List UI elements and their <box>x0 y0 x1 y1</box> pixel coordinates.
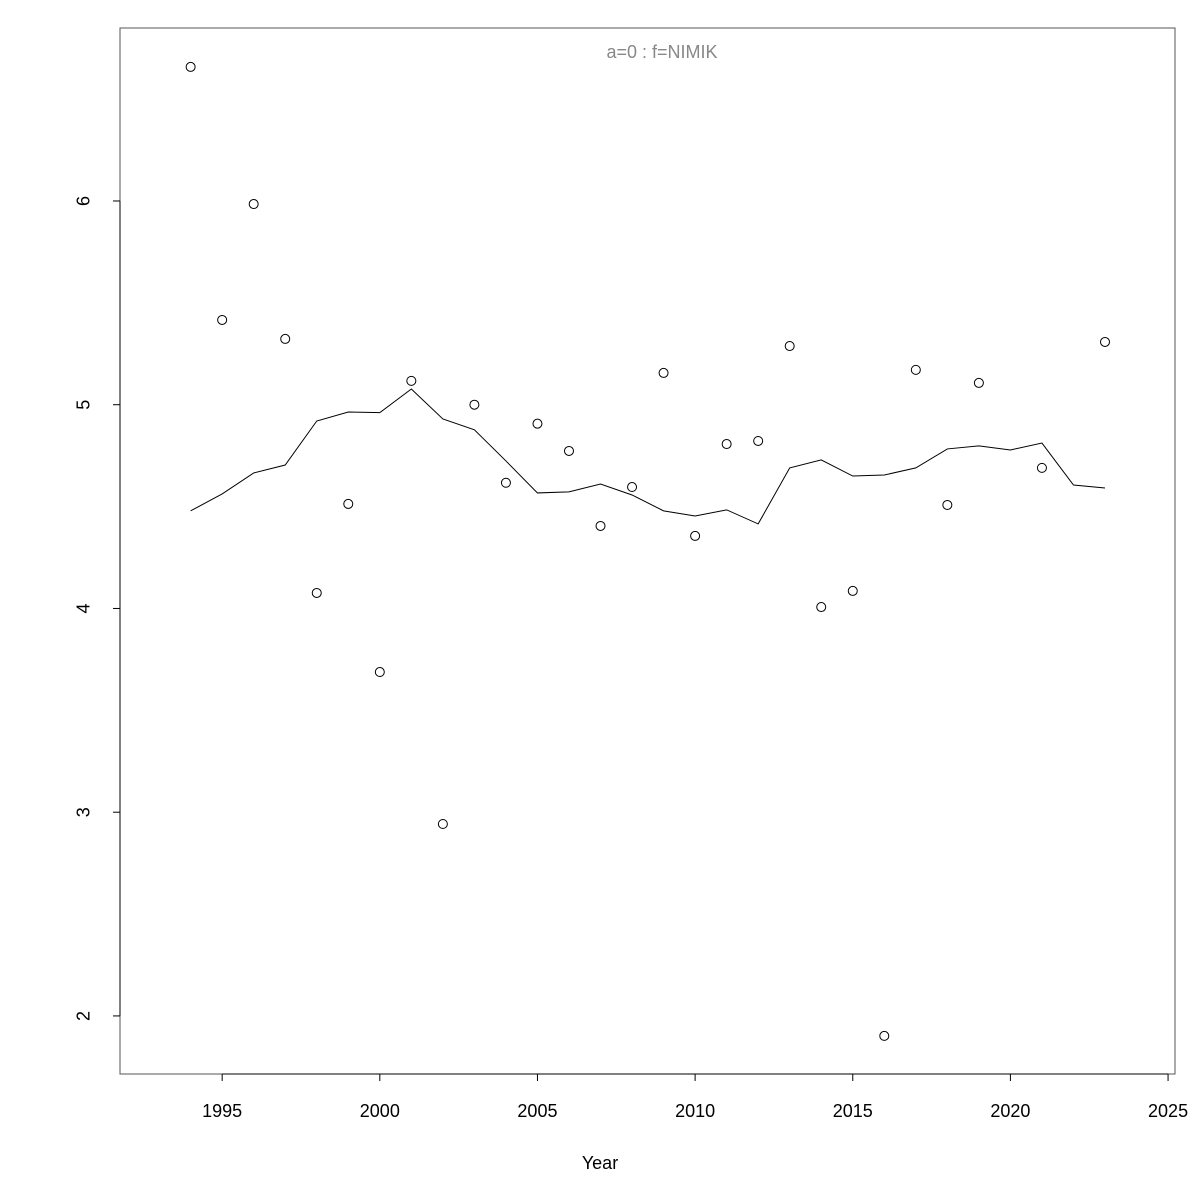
data-point <box>469 399 480 410</box>
data-line <box>190 388 1106 525</box>
data-point <box>1036 462 1047 473</box>
x-tick-label: 2020 <box>990 1101 1030 1121</box>
data-point <box>311 587 322 598</box>
x-tick-label: 2025 <box>1148 1101 1188 1121</box>
x-tick-label: 1995 <box>202 1101 242 1121</box>
y-tick-label: 4 <box>74 603 94 613</box>
data-point <box>406 375 417 386</box>
data-point <box>753 435 764 446</box>
y-tick-label: 6 <box>74 196 94 206</box>
data-point <box>690 530 701 541</box>
x-axis-label: Year <box>582 1153 618 1173</box>
data-point <box>563 445 574 456</box>
plot-box <box>119 27 1176 1075</box>
data-point <box>280 333 291 344</box>
data-point <box>847 585 858 596</box>
data-point <box>374 667 385 678</box>
data-point <box>532 418 543 429</box>
data-point <box>437 819 448 830</box>
x-tick-label: 2005 <box>517 1101 557 1121</box>
data-point <box>595 520 606 531</box>
data-point <box>627 482 638 493</box>
data-point <box>879 1030 890 1041</box>
data-point <box>343 498 354 509</box>
chart-title: a=0 : f=NIMIK <box>606 42 717 62</box>
y-tick-label: 5 <box>74 400 94 410</box>
y-tick-label: 2 <box>74 1011 94 1021</box>
data-point <box>816 602 827 613</box>
data-point <box>658 367 669 378</box>
data-point <box>500 477 511 488</box>
y-tick-label: 3 <box>74 807 94 817</box>
x-tick-label: 2015 <box>833 1101 873 1121</box>
data-point <box>1100 336 1111 347</box>
data-point <box>910 364 921 375</box>
data-point <box>721 439 732 450</box>
data-point <box>942 499 953 510</box>
data-point <box>973 377 984 388</box>
data-point <box>784 341 795 352</box>
data-point <box>217 314 228 325</box>
x-tick-label: 2010 <box>675 1101 715 1121</box>
data-point <box>185 61 196 72</box>
data-point <box>248 199 259 210</box>
x-tick-label: 2000 <box>360 1101 400 1121</box>
